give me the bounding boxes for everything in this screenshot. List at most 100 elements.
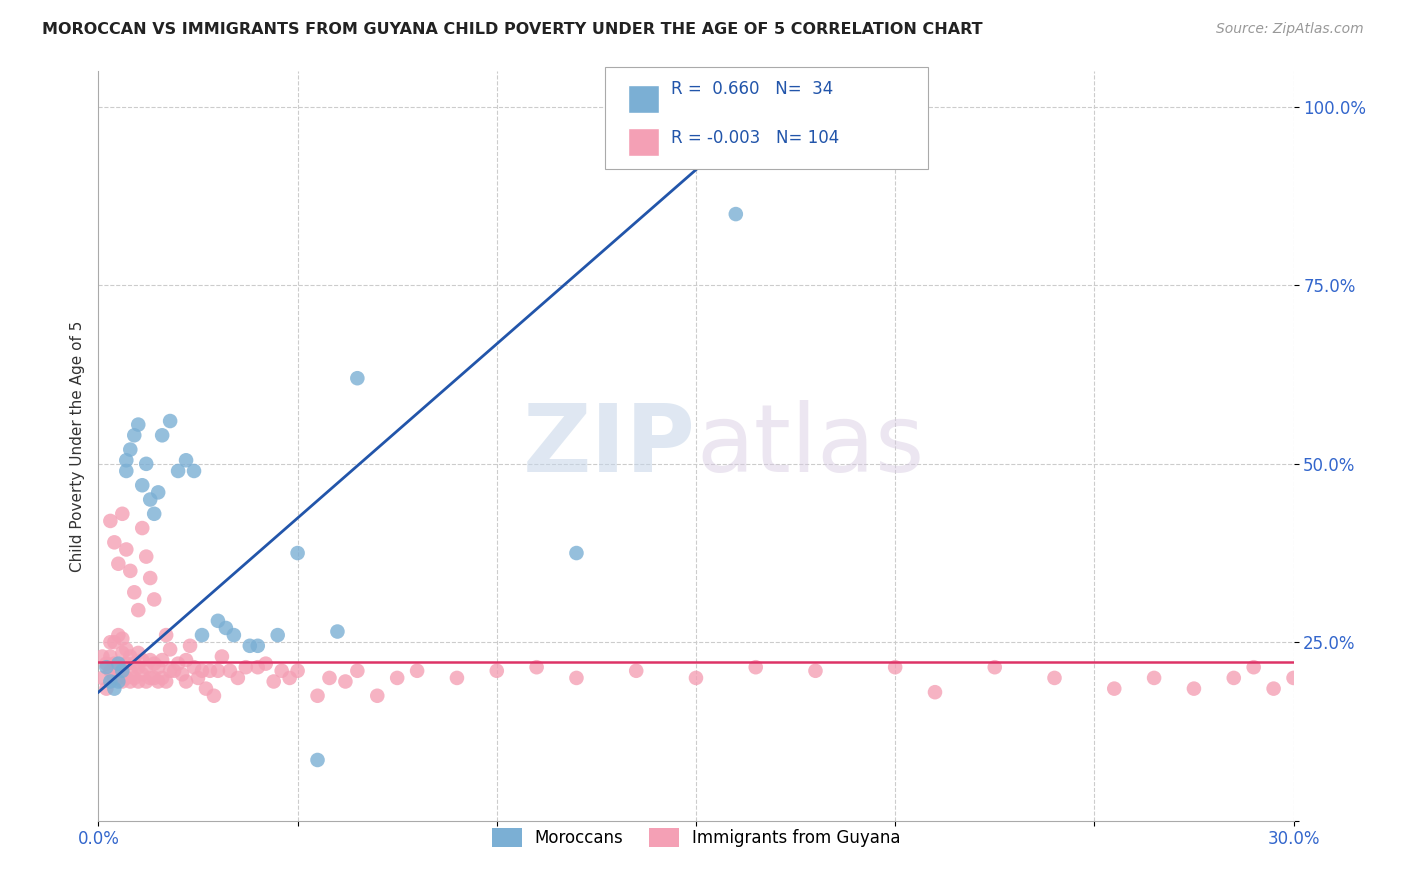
Point (207, 664, 229, 678)
Point (98, 664, 122, 678)
Point (150, 653, 173, 667)
Point (1243, 660, 1265, 674)
Point (804, 664, 827, 678)
Point (565, 546, 588, 560)
Point (183, 660, 205, 674)
Point (107, 674, 129, 689)
Point (202, 689, 225, 703)
Point (366, 689, 388, 703)
Point (174, 674, 197, 689)
Point (406, 664, 429, 678)
Point (278, 671, 301, 685)
Point (183, 464, 205, 478)
Point (115, 671, 138, 685)
Point (163, 664, 186, 678)
Text: MOROCCAN VS IMMIGRANTS FROM GUYANA CHILD POVERTY UNDER THE AGE OF 5 CORRELATION : MOROCCAN VS IMMIGRANTS FROM GUYANA CHILD… (42, 22, 983, 37)
Point (159, 664, 181, 678)
Point (115, 453, 138, 467)
Point (172, 667, 194, 681)
Point (124, 585, 146, 599)
Point (107, 657, 129, 671)
Point (226, 671, 249, 685)
Point (326, 624, 349, 639)
Text: R =  0.660   N=  34: R = 0.660 N= 34 (671, 80, 832, 98)
Point (1182, 681, 1205, 696)
Point (115, 542, 138, 557)
Point (111, 507, 134, 521)
Point (1282, 671, 1305, 685)
Point (191, 628, 214, 642)
Point (127, 603, 149, 617)
Point (307, 689, 329, 703)
Text: atlas: atlas (696, 400, 924, 492)
Point (335, 674, 357, 689)
Point (198, 664, 221, 678)
Point (143, 507, 166, 521)
Text: ZIP: ZIP (523, 400, 696, 492)
Point (246, 639, 269, 653)
Point (143, 671, 166, 685)
Point (103, 657, 125, 671)
Point (159, 642, 181, 657)
Point (148, 485, 170, 500)
Point (143, 657, 166, 671)
Point (120, 649, 142, 664)
Point (195, 681, 218, 696)
Point (174, 453, 197, 467)
Point (120, 442, 142, 457)
Point (222, 628, 245, 642)
Point (103, 535, 125, 549)
Point (98, 635, 122, 649)
Point (148, 674, 170, 689)
Point (98, 649, 122, 664)
Point (111, 664, 134, 678)
Point (984, 660, 1007, 674)
Point (263, 674, 285, 689)
Point (131, 667, 153, 681)
Point (96, 681, 118, 696)
Point (346, 664, 368, 678)
Point (267, 628, 290, 642)
Point (155, 628, 177, 642)
Point (120, 564, 142, 578)
Point (346, 371, 368, 385)
Point (191, 664, 214, 678)
Point (107, 660, 129, 674)
Point (318, 671, 340, 685)
Point (91, 671, 114, 685)
Point (139, 492, 162, 507)
Point (115, 657, 138, 671)
Point (159, 414, 181, 428)
Point (270, 664, 292, 678)
Point (111, 632, 134, 646)
Point (91, 649, 114, 664)
Point (207, 614, 229, 628)
Point (246, 660, 269, 674)
Point (446, 671, 468, 685)
Point (724, 207, 747, 221)
Point (120, 664, 142, 678)
Point (103, 635, 125, 649)
Point (167, 657, 190, 671)
Point (215, 621, 238, 635)
Point (124, 671, 146, 685)
Point (127, 417, 149, 432)
Point (115, 642, 138, 657)
Point (626, 664, 648, 678)
Point (924, 685, 946, 699)
Point (685, 671, 707, 685)
Point (745, 660, 768, 674)
Point (135, 674, 157, 689)
Point (179, 639, 201, 653)
Point (565, 671, 588, 685)
Point (120, 674, 142, 689)
Point (174, 653, 197, 667)
Text: Source: ZipAtlas.com: Source: ZipAtlas.com (1216, 22, 1364, 37)
Point (1104, 681, 1126, 696)
Point (307, 753, 329, 767)
Point (131, 521, 153, 535)
Point (127, 646, 149, 660)
Legend: Moroccans, Immigrants from Guyana: Moroccans, Immigrants from Guyana (485, 821, 907, 854)
Point (143, 592, 166, 607)
Point (1223, 671, 1246, 685)
